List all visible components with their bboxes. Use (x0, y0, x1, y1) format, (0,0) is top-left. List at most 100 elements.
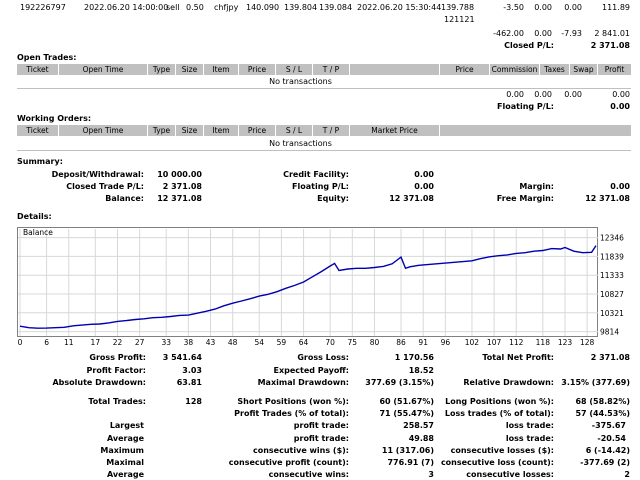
x-tick-label: 91 (418, 338, 428, 347)
maximal-drawdown-value: 377.69 (3.15%) (365, 378, 434, 387)
gross-loss-value: 1 170.56 (394, 353, 434, 362)
trade-open-time: 2022.06.20 14:00:00 (84, 3, 169, 12)
y-tick-label: 11333 (600, 271, 624, 280)
long-positions-label: Long Positions (won %): (445, 397, 554, 406)
trade-swap: 0.00 (564, 3, 582, 12)
avg-profit-label: profit trade: (293, 434, 349, 443)
largest-loss-label: loss trade: (505, 421, 554, 430)
x-tick-label: 102 (465, 338, 480, 347)
closed-pl-value: 2 371.08 (590, 41, 630, 50)
largest-profit-value: 258.57 (403, 421, 434, 430)
balance-value: 12 371.08 (157, 194, 202, 203)
open-taxes: 0.00 (534, 90, 552, 99)
closed-taxes: 0.00 (534, 29, 552, 38)
trade-close-price-2: 121121 (444, 15, 475, 24)
expected-payoff-label: Expected Payoff: (273, 366, 349, 375)
maximal-drawdown-label: Maximal Drawdown: (257, 378, 349, 387)
largest-label: Largest (109, 421, 144, 430)
col-size: Size (176, 125, 204, 136)
total-trades-label: Total Trades: (88, 397, 146, 406)
closed-trade-value: 2 371.08 (162, 182, 202, 191)
divider (17, 150, 631, 151)
open-commission: 0.00 (506, 90, 524, 99)
balance-chart-frame (17, 227, 598, 337)
x-tick-label: 86 (396, 338, 406, 347)
x-tick-label: 80 (370, 338, 380, 347)
trade-size: 0.50 (186, 3, 204, 12)
equity-value: 12 371.08 (389, 194, 434, 203)
x-tick-label: 112 (509, 338, 524, 347)
x-tick-label: 0 (18, 338, 23, 347)
x-tick-label: 75 (348, 338, 358, 347)
margin-value: 0.00 (610, 182, 630, 191)
x-tick-label: 27 (135, 338, 145, 347)
col-open-time: Open Time (59, 125, 148, 136)
trade-taxes: 0.00 (534, 3, 552, 12)
credit-label: Credit Facility: (283, 170, 349, 179)
x-tick-label: 33 (161, 338, 171, 347)
equity-label: Equity: (317, 194, 349, 203)
floating-pl-label: Floating P/L: (497, 102, 554, 111)
expected-payoff-value: 18.52 (408, 366, 434, 375)
details-title: Details: (17, 212, 52, 221)
working-orders-title: Working Orders: (17, 114, 92, 123)
col-sl: S / L (276, 125, 313, 136)
col-blank (350, 64, 440, 75)
total-net-label: Total Net Profit: (482, 353, 554, 362)
short-positions-label: Short Positions (won %): (237, 397, 349, 406)
max-cons-wins-value: 11 (317.06) (381, 446, 434, 455)
open-swap: 0.00 (564, 90, 582, 99)
summary-title: Summary: (17, 157, 63, 166)
x-tick-label: 38 (184, 338, 194, 347)
profit-factor-label: Profit Factor: (86, 366, 146, 375)
average-label: Average (106, 434, 144, 443)
x-tick-label: 123 (558, 338, 573, 347)
max-cons-wins-label: consecutive wins ($): (252, 446, 349, 455)
avg-profit-value: 49.88 (408, 434, 434, 443)
x-tick-label: 96 (441, 338, 451, 347)
deposit-value: 10 000.00 (157, 170, 202, 179)
open-trades-header: Ticket Open Time Type Size Item Price S … (17, 64, 631, 75)
total-net-value: 2 371.08 (590, 353, 630, 362)
long-positions-value: 68 (58.82%) (575, 397, 630, 406)
col-type: Type (148, 125, 176, 136)
col-type: Type (148, 64, 176, 75)
closed-commission: -462.00 (493, 29, 524, 38)
relative-drawdown-label: Relative Drawdown: (463, 378, 554, 387)
short-positions-value: 60 (51.67%) (379, 397, 434, 406)
balance-label: Balance: (105, 194, 144, 203)
x-tick-label: 59 (277, 338, 287, 347)
closed-pl-label: Closed P/L: (504, 41, 554, 50)
col-swap: Swap (570, 64, 598, 75)
x-tick-label: 17 (91, 338, 101, 347)
trade-type: sell (166, 3, 180, 12)
maximal-profit-value: 776.91 (7) (387, 458, 434, 467)
open-trades-title: Open Trades: (17, 53, 77, 62)
loss-trades-label: Loss trades (% of total): (444, 409, 554, 418)
maximal-loss-value: -377.69 (2) (580, 458, 630, 467)
gross-loss-label: Gross Loss: (297, 353, 349, 362)
y-tick-label: 10827 (600, 290, 624, 299)
col-item: Item (204, 125, 239, 136)
x-tick-label: 54 (254, 338, 264, 347)
trade-close-time: 2022.06.20 15:30:44 (357, 3, 442, 12)
col-commission: Commission (490, 64, 540, 75)
col-size: Size (176, 64, 204, 75)
trade-close-price: 139.788 (441, 3, 475, 12)
trade-price: 140.090 (246, 3, 280, 12)
col-item: Item (204, 64, 239, 75)
col-open-time: Open Time (59, 64, 148, 75)
working-orders-header: Ticket Open Time Type Size Item Price S … (17, 125, 631, 136)
absolute-drawdown-value: 63.81 (176, 378, 202, 387)
closed-trade-label: Closed Trade P/L: (66, 182, 144, 191)
trade-ticket: 192226797 (20, 3, 66, 12)
col-profit: Profit (604, 65, 625, 74)
y-tick-label: 11839 (600, 252, 624, 261)
maximal-loss-label: consecutive loss (count): (440, 458, 554, 467)
x-tick-label: 11 (64, 338, 74, 347)
chart-legend: Balance (23, 228, 53, 237)
profit-trades-value: 71 (55.47%) (379, 409, 434, 418)
col-market-price: Market Price (350, 125, 440, 136)
average2-label: Average (106, 470, 144, 479)
